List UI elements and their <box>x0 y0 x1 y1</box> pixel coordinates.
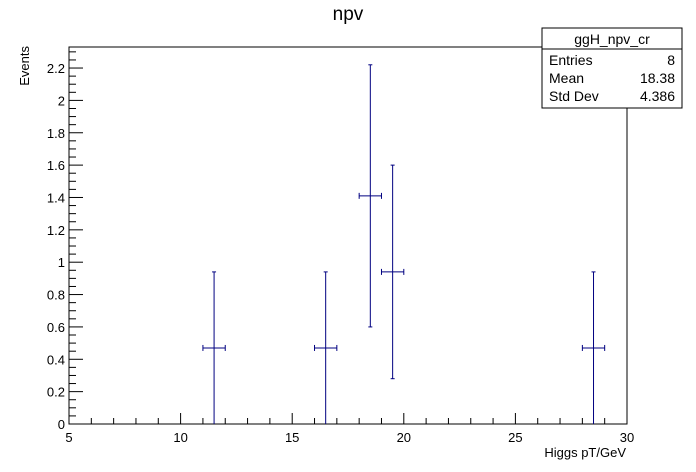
chart-title: npv <box>333 4 364 25</box>
stats-stddev-value: 4.386 <box>640 88 675 104</box>
y-axis-title: Events <box>17 46 32 86</box>
y-tick-label: 1.2 <box>47 223 65 238</box>
x-tick-label: 25 <box>508 430 522 445</box>
plot-frame <box>68 46 628 425</box>
y-tick-label: 0 <box>58 417 65 432</box>
data-point <box>314 271 338 424</box>
stats-stddev-label: Std Dev <box>549 88 599 104</box>
stats-mean-label: Mean <box>549 70 584 86</box>
stats-box-frame <box>541 27 683 109</box>
y-tick-label: 0.8 <box>47 288 65 303</box>
y-tick-label: 0.4 <box>47 352 65 367</box>
stats-entries-label: Entries <box>549 52 593 68</box>
x-tick-label: 10 <box>173 430 187 445</box>
x-axis-title: Higgs pT/GeV <box>544 445 626 460</box>
y-tick-label: 1.6 <box>47 158 65 173</box>
y-tick-label: 1 <box>58 255 65 270</box>
data-points <box>202 64 606 424</box>
data-point <box>202 271 226 424</box>
data-point <box>380 164 405 380</box>
x-axis: 5 10 15 20 25 30 <box>65 413 634 445</box>
y-tick-label: 0.6 <box>47 320 65 335</box>
stats-box-title: ggH_npv_cr <box>574 31 650 47</box>
data-point <box>581 271 606 424</box>
y-tick-label: 1.4 <box>47 190 65 205</box>
data-point <box>358 64 382 328</box>
stats-entries-value: 8 <box>667 52 675 68</box>
y-tick-label: 0.2 <box>47 385 65 400</box>
y-axis: 0 0.2 0.4 0.6 0.8 1 1.2 1.4 1.6 1.8 2 2.2 <box>47 51 83 432</box>
x-tick-label: 20 <box>397 430 411 445</box>
y-tick-label: 2 <box>58 93 65 108</box>
x-tick-label: 5 <box>65 430 72 445</box>
y-tick-label: 2.2 <box>47 61 65 76</box>
x-tick-label: 30 <box>620 430 634 445</box>
stats-mean-value: 18.38 <box>640 70 675 86</box>
stats-box: ggH_npv_cr Entries 8 Mean 18.38 Std Dev … <box>541 27 683 109</box>
x-tick-label: 15 <box>285 430 299 445</box>
y-tick-label: 1.8 <box>47 126 65 141</box>
